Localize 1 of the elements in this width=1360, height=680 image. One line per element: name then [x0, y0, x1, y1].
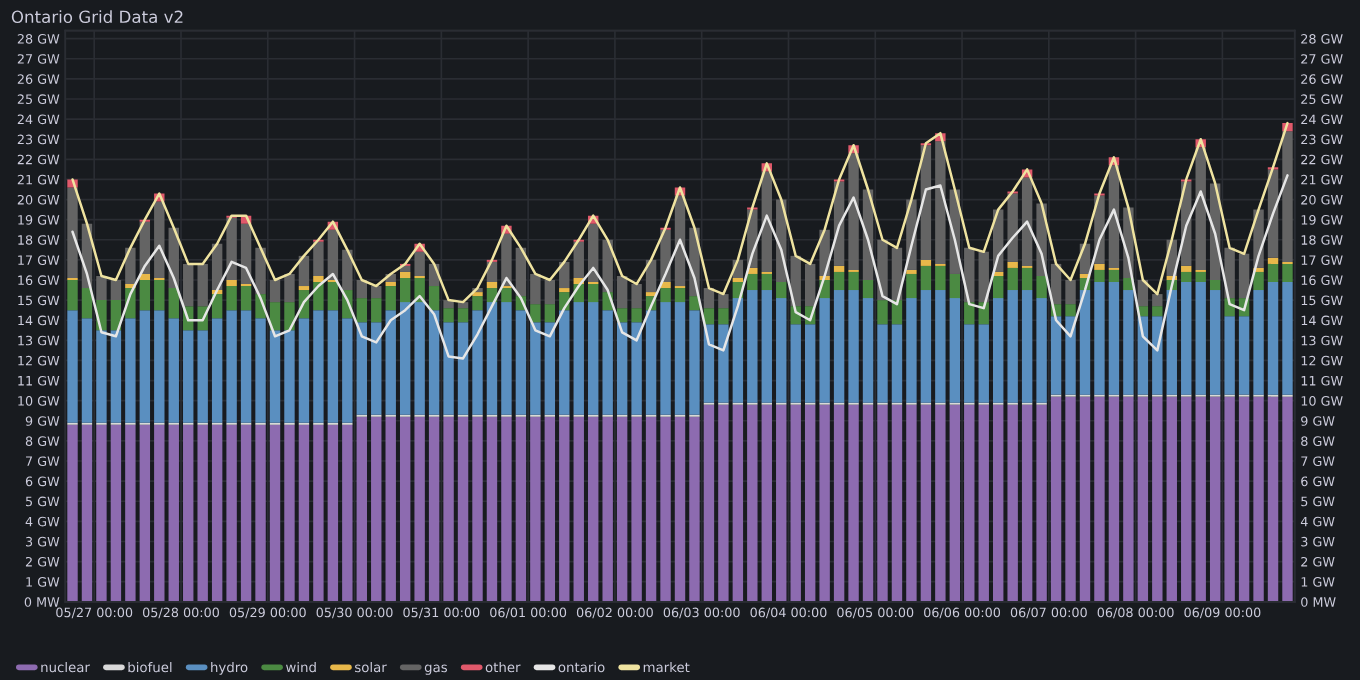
chart-title: Ontario Grid Data v2	[11, 10, 183, 24]
